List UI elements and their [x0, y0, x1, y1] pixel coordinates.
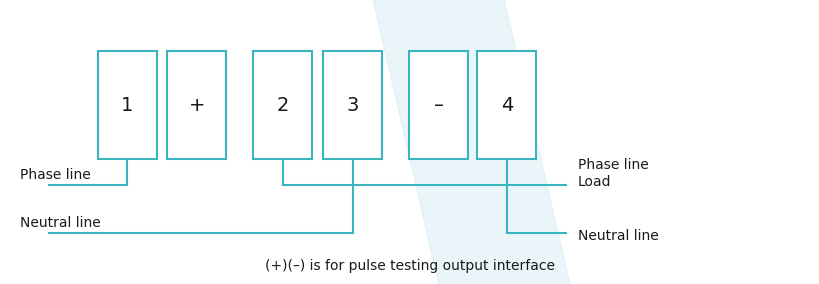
- Text: 4: 4: [500, 96, 513, 114]
- Text: –: –: [433, 96, 443, 114]
- Text: (+)(–) is for pulse testing output interface: (+)(–) is for pulse testing output inter…: [265, 259, 554, 273]
- Text: Phase line: Phase line: [577, 158, 648, 172]
- Polygon shape: [373, 0, 569, 284]
- Bar: [97, 51, 156, 159]
- Text: Load: Load: [577, 175, 611, 189]
- Bar: [323, 51, 382, 159]
- Text: 3: 3: [346, 96, 359, 114]
- Text: Phase line: Phase line: [20, 168, 91, 182]
- Text: 1: 1: [120, 96, 133, 114]
- Bar: [253, 51, 312, 159]
- Bar: [409, 51, 468, 159]
- Text: 2: 2: [276, 96, 289, 114]
- Text: Neutral line: Neutral line: [577, 229, 658, 243]
- Text: +: +: [188, 96, 205, 114]
- Text: Neutral line: Neutral line: [20, 216, 101, 230]
- Bar: [167, 51, 226, 159]
- Bar: [477, 51, 536, 159]
